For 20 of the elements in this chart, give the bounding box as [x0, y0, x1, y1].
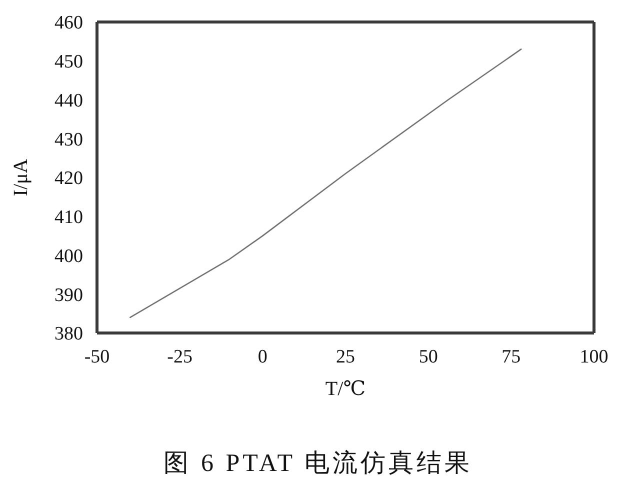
x-tick-label: 100 [580, 346, 608, 368]
x-tick-label: -50 [84, 346, 110, 368]
x-tick-label: 50 [418, 346, 438, 368]
y-axis-title: I/μA [10, 158, 32, 196]
line-series [129, 48, 522, 318]
y-tick-label: 440 [54, 90, 83, 112]
x-tick-label: 25 [336, 346, 355, 368]
y-tick-label: 420 [54, 168, 83, 190]
y-tick-label: 400 [54, 246, 83, 267]
y-tick-label: 450 [54, 52, 83, 73]
x-tick-label: 0 [258, 346, 268, 368]
x-axis-title: T/℃ [325, 378, 366, 400]
text: 图 6 PTAT 电流仿真结果 [162, 448, 474, 479]
y-tick-label: 390 [54, 284, 83, 306]
y-tick-label: 430 [54, 129, 83, 150]
y-tick-label: 410 [54, 207, 83, 228]
y-tick-label: 460 [54, 12, 83, 34]
x-tick-label: 75 [502, 346, 521, 368]
y-tick-label: 380 [54, 324, 83, 345]
x-tick-label: -25 [167, 346, 192, 368]
